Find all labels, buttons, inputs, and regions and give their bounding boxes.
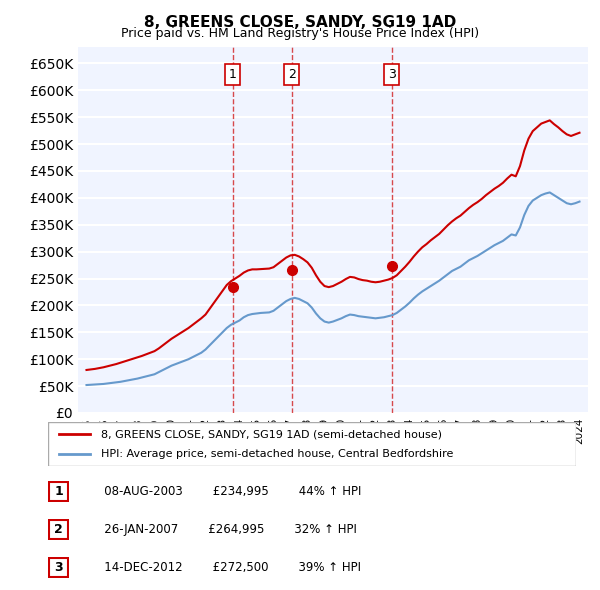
FancyBboxPatch shape [48,422,576,466]
Text: 08-AUG-2003        £234,995        44% ↑ HPI: 08-AUG-2003 £234,995 44% ↑ HPI [93,484,361,498]
Text: 3: 3 [54,561,63,575]
Text: 14-DEC-2012        £272,500        39% ↑ HPI: 14-DEC-2012 £272,500 39% ↑ HPI [93,561,361,575]
Text: 1: 1 [54,484,63,498]
Text: 8, GREENS CLOSE, SANDY, SG19 1AD: 8, GREENS CLOSE, SANDY, SG19 1AD [144,15,456,30]
Text: HPI: Average price, semi-detached house, Central Bedfordshire: HPI: Average price, semi-detached house,… [101,449,453,458]
FancyBboxPatch shape [49,481,68,501]
Text: 2: 2 [288,68,296,81]
Text: 2: 2 [54,523,63,536]
Text: 8, GREENS CLOSE, SANDY, SG19 1AD (semi-detached house): 8, GREENS CLOSE, SANDY, SG19 1AD (semi-d… [101,430,442,439]
Text: 26-JAN-2007        £264,995        32% ↑ HPI: 26-JAN-2007 £264,995 32% ↑ HPI [93,523,357,536]
FancyBboxPatch shape [49,558,68,578]
Text: 3: 3 [388,68,395,81]
Text: 1: 1 [229,68,236,81]
FancyBboxPatch shape [49,520,68,539]
Text: Price paid vs. HM Land Registry's House Price Index (HPI): Price paid vs. HM Land Registry's House … [121,27,479,40]
